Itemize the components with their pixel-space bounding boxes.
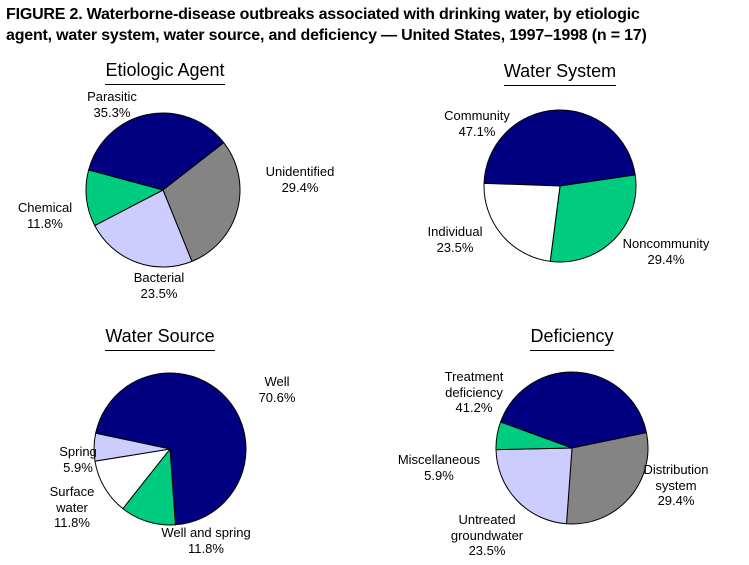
pie-label-spring: Spring 5.9% bbox=[59, 444, 97, 475]
pie-deficiency bbox=[495, 371, 649, 525]
pie-slice-untreated-groundwater bbox=[495, 447, 573, 525]
pie-label-well: Well 70.6% bbox=[258, 374, 296, 405]
pie-slice-noncommunity bbox=[549, 174, 637, 263]
pie-slice-unidentified bbox=[162, 142, 241, 262]
figure-title: FIGURE 2. Waterborne-disease outbreaks a… bbox=[6, 4, 746, 46]
chart-title-text: Deficiency bbox=[530, 326, 614, 351]
pie-water-system bbox=[483, 109, 637, 263]
pie-etiologic-agent bbox=[85, 112, 241, 268]
pie-slice-community bbox=[483, 109, 636, 187]
pie-slice-spring bbox=[93, 432, 171, 462]
pie-label-unidentified: Unidentified 29.4% bbox=[265, 164, 335, 195]
pie-label-surface-water: Surface water 11.8% bbox=[49, 484, 95, 530]
chart-title-text: Water System bbox=[503, 61, 617, 86]
pie-slice-parasitic bbox=[88, 112, 225, 191]
pie-slice-miscellaneous bbox=[495, 421, 573, 451]
pie-label-individual: Individual 23.5% bbox=[427, 224, 483, 255]
chart-title-text: Etiologic Agent bbox=[105, 60, 225, 85]
pie-label-chemical: Chemical 11.8% bbox=[17, 200, 73, 231]
pie-label-bacterial: Bacterial 23.5% bbox=[133, 270, 185, 301]
pie-label-miscellaneous: Miscellaneous 5.9% bbox=[397, 452, 481, 483]
figure-title-line1: FIGURE 2. Waterborne-disease outbreaks a… bbox=[6, 6, 640, 23]
pie-label-community: Community 47.1% bbox=[444, 108, 510, 139]
pie-label-noncommunity: Noncommunity 29.4% bbox=[622, 236, 710, 267]
pie-slice-individual bbox=[483, 182, 561, 262]
pie-label-distribution-system: Distribution system 29.4% bbox=[643, 462, 709, 508]
chart-title-deficiency: Deficiency bbox=[462, 326, 682, 351]
pie-label-untreated-groundwater: Untreated groundwater 23.5% bbox=[450, 512, 524, 558]
chart-title-text: Water Source bbox=[105, 326, 215, 351]
pie-slice-well bbox=[95, 372, 247, 526]
pie-slice-chemical bbox=[85, 169, 164, 227]
pie-water-source bbox=[93, 372, 247, 526]
pie-slice-bacterial bbox=[94, 189, 193, 268]
pie-label-well-and-spring: Well and spring 11.8% bbox=[161, 525, 251, 556]
pie-slice-distribution-system bbox=[565, 432, 649, 525]
pie-label-treatment-deficiency: Treatment deficiency 41.2% bbox=[444, 369, 504, 415]
chart-title-water-source: Water Source bbox=[50, 326, 270, 351]
chart-title-water-system: Water System bbox=[450, 61, 670, 86]
chart-title-etiologic-agent: Etiologic Agent bbox=[55, 60, 275, 85]
pie-label-parasitic: Parasitic 35.3% bbox=[87, 89, 137, 120]
figure-title-line2: agent, water system, water source, and d… bbox=[6, 27, 647, 44]
pie-slice-treatment-deficiency bbox=[500, 371, 647, 449]
